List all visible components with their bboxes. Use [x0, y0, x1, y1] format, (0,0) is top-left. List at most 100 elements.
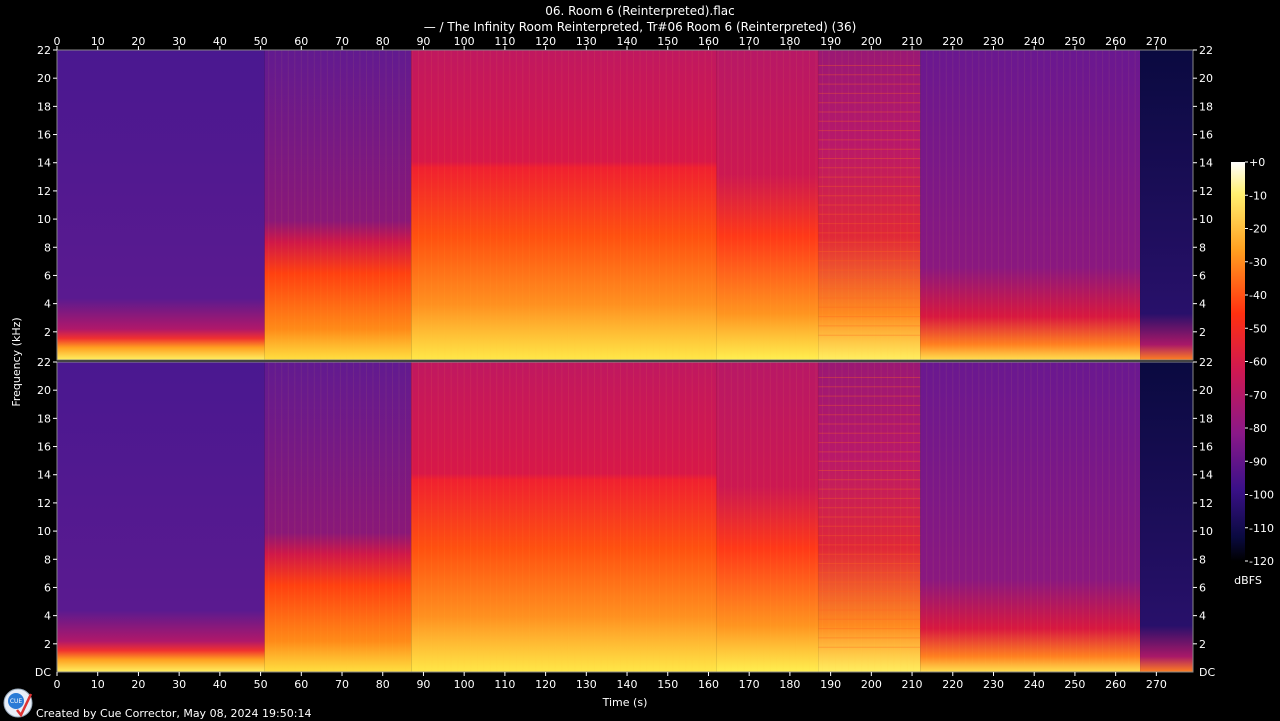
x-tick-label: 80	[376, 678, 390, 691]
y-tick-label: 4	[44, 298, 51, 311]
x-tick-label: 120	[535, 678, 556, 691]
channel-panel-2	[57, 362, 1193, 672]
y-tick-label: 6	[44, 269, 51, 282]
x-tick-label: 110	[494, 678, 515, 691]
chart-subtitle: — / The Infinity Room Reinterpreted, Tr#…	[423, 20, 857, 34]
colorbar	[1231, 162, 1245, 561]
spectrogram-section	[920, 50, 1141, 360]
colorbar-tick-label: -30	[1249, 256, 1267, 269]
x-tick-label: 40	[213, 678, 227, 691]
x-tick-label: 180	[779, 678, 800, 691]
x-tick-label: 100	[454, 678, 475, 691]
x-tick-label: 220	[942, 35, 963, 48]
x-tick-label: 70	[335, 35, 349, 48]
x-tick-label: 30	[172, 678, 186, 691]
y-tick-label: 20	[1199, 72, 1213, 85]
footer-credit: Created by Cue Corrector, May 08, 2024 1…	[36, 707, 312, 720]
x-tick-label: 220	[942, 678, 963, 691]
x-tick-label: 170	[739, 678, 760, 691]
spectrogram-section	[264, 50, 412, 360]
x-tick-label: 260	[1105, 678, 1126, 691]
y-tick-label: 10	[1199, 213, 1213, 226]
y-tick-label: 8	[1199, 241, 1206, 254]
x-tick-label: 80	[376, 35, 390, 48]
x-tick-label: 190	[820, 35, 841, 48]
y-tick-label: 18	[37, 412, 51, 425]
colorbar-tick-label: -80	[1249, 422, 1267, 435]
spectrogram-section	[1140, 50, 1193, 360]
x-tick-label: 130	[576, 35, 597, 48]
x-tick-label: 20	[131, 678, 145, 691]
y-tick-label: 2	[1199, 326, 1206, 339]
spectrogram-section	[716, 362, 819, 672]
x-tick-label: 230	[983, 35, 1004, 48]
x-tick-label: 180	[779, 35, 800, 48]
x-tick-label: 190	[820, 678, 841, 691]
y-tick-label: 2	[44, 638, 51, 651]
x-tick-label: 110	[494, 35, 515, 48]
y-tick-label: 8	[44, 553, 51, 566]
channel-panel-1	[57, 50, 1193, 360]
y-tick-label: 12	[1199, 497, 1213, 510]
colorbar-tick-label: -70	[1249, 389, 1267, 402]
y-tick-label: 8	[1199, 553, 1206, 566]
x-tick-label: 200	[861, 678, 882, 691]
x-tick-label: 270	[1146, 35, 1167, 48]
x-tick-label: 60	[294, 678, 308, 691]
y-tick-label: 4	[1199, 298, 1206, 311]
x-tick-label: 270	[1146, 678, 1167, 691]
y-axis-label: Frequency (kHz)	[10, 317, 23, 406]
y-tick-label: 16	[1199, 129, 1213, 142]
x-tick-label: 240	[1024, 678, 1045, 691]
colorbar-tick-label: -120	[1249, 555, 1274, 568]
y-tick-label: 2	[1199, 638, 1206, 651]
x-tick-label: 250	[1064, 678, 1085, 691]
x-tick-label: 160	[698, 678, 719, 691]
colorbar-tick-label: -40	[1249, 289, 1267, 302]
x-tick-label: 100	[454, 35, 475, 48]
x-tick-label: 50	[254, 678, 268, 691]
colorbar-tick-label: +0	[1249, 156, 1265, 169]
y-tick-label: 2	[44, 326, 51, 339]
x-tick-label: 160	[698, 35, 719, 48]
colorbar-tick-label: -60	[1249, 356, 1267, 369]
dc-label: DC	[35, 666, 51, 679]
x-tick-label: 200	[861, 35, 882, 48]
spectrogram-section	[411, 362, 717, 672]
y-tick-label: 20	[37, 384, 51, 397]
spectrogram-section	[57, 50, 265, 360]
x-tick-label: 170	[739, 35, 760, 48]
chart-title: 06. Room 6 (Reinterpreted).flac	[545, 4, 735, 18]
y-tick-label: 10	[37, 525, 51, 538]
y-tick-label: 4	[44, 610, 51, 623]
y-tick-label: 22	[37, 356, 51, 369]
x-tick-label: 250	[1064, 35, 1085, 48]
y-tick-label: 6	[1199, 581, 1206, 594]
colorbar-tick-label: -100	[1249, 489, 1274, 502]
y-tick-label: 14	[37, 469, 51, 482]
y-tick-label: 22	[1199, 44, 1213, 57]
y-tick-label: 10	[37, 213, 51, 226]
x-tick-label: 150	[657, 678, 678, 691]
x-tick-label: 10	[91, 35, 105, 48]
x-tick-label: 140	[617, 678, 638, 691]
x-tick-label: 210	[902, 35, 923, 48]
spectrogram-section	[57, 362, 265, 672]
colorbar-tick-label: -90	[1249, 455, 1267, 468]
y-tick-label: 18	[1199, 100, 1213, 113]
colorbar-tick-label: -10	[1249, 189, 1267, 202]
y-tick-label: 18	[37, 100, 51, 113]
y-tick-label: 6	[1199, 269, 1206, 282]
spectrogram-section	[920, 362, 1141, 672]
x-tick-label: 70	[335, 678, 349, 691]
y-tick-label: 14	[1199, 157, 1213, 170]
logo-text: CUE	[10, 698, 23, 705]
colorbar-tick-label: -20	[1249, 223, 1267, 236]
x-tick-label: 90	[416, 35, 430, 48]
spectrogram-section	[818, 362, 921, 672]
spectrogram-section	[818, 50, 921, 360]
y-tick-label: 12	[37, 497, 51, 510]
y-tick-label: 12	[37, 185, 51, 198]
x-tick-label: 90	[416, 678, 430, 691]
